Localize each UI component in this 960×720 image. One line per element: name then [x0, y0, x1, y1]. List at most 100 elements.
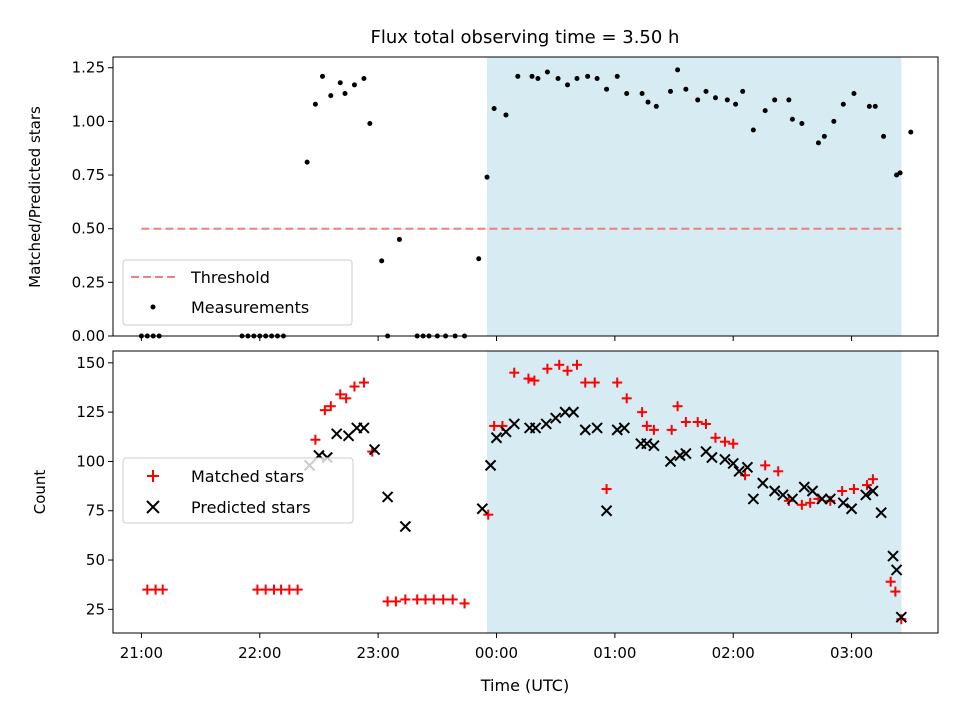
predicted-star-point — [490, 432, 503, 444]
measurement-point — [594, 75, 600, 81]
matched-star-point — [358, 377, 369, 388]
predicted-star-point — [895, 611, 908, 623]
measurement-point — [574, 75, 580, 81]
ratio-legend-box — [122, 259, 353, 326]
count-y-tick-label: 75 — [86, 502, 105, 520]
matched-star-point — [621, 393, 632, 404]
matched-star-point — [571, 359, 582, 370]
measurement-point — [750, 127, 756, 133]
ratio-y-tick-label: 1.25 — [72, 59, 105, 77]
legend-predicted-swatch — [146, 500, 160, 514]
matched-star-point — [710, 432, 721, 443]
measurement-point — [555, 75, 561, 81]
x-tick-label: 00:00 — [475, 644, 518, 662]
measurement-point — [476, 256, 482, 262]
matched-star-point — [509, 367, 520, 378]
matched-star-point — [459, 598, 470, 609]
predicted-star-point — [508, 418, 520, 430]
predicted-star-point — [399, 520, 412, 533]
matched-star-point — [890, 586, 901, 597]
ratio-panel: 0.00 0.25 0.50 0.75 1.00 1.25 Matched/Predict… — [26, 56, 939, 345]
matched-star-point — [680, 416, 691, 427]
measurement-point — [772, 97, 778, 103]
matched-star-point — [400, 594, 411, 605]
measurement-point — [703, 88, 709, 94]
measurement-point — [683, 86, 689, 92]
predicted-star-point — [719, 453, 731, 466]
measurement-point — [667, 88, 673, 94]
measurement-point — [503, 112, 509, 118]
predicted-star-point — [559, 406, 571, 418]
predicted-star-point — [875, 506, 887, 519]
measurement-point — [544, 69, 550, 75]
measurement-point — [604, 86, 610, 92]
measurement-point — [624, 90, 630, 96]
predicted-star-point — [664, 455, 677, 468]
matched-star-point — [867, 474, 878, 485]
predicted-star-point — [733, 465, 745, 478]
measurement-point — [367, 121, 373, 127]
matched-star-point — [760, 460, 771, 471]
matched-star-point — [310, 434, 321, 445]
matched-star-point — [728, 438, 739, 449]
matched-star-point — [341, 393, 352, 404]
count-legend-box — [122, 457, 354, 524]
measurement-point — [515, 73, 521, 79]
x-tick-label: 02:00 — [712, 644, 755, 662]
predicted-star-point — [549, 412, 562, 424]
predicted-star-point — [798, 481, 810, 493]
measurement-point — [881, 133, 887, 139]
legend-threshold-label: Threshold — [190, 268, 270, 287]
x-tick-label: 21:00 — [120, 644, 163, 662]
measurement-point — [304, 159, 310, 165]
measurement-point — [337, 80, 343, 86]
matched-star-point — [885, 576, 896, 587]
measurement-point — [535, 75, 541, 81]
predicted-star-point — [845, 503, 858, 515]
matched-star-point — [796, 499, 807, 510]
predicted-star-point — [591, 422, 603, 434]
ratio-y-tick-label: 0.75 — [72, 166, 105, 184]
count-y-tick-label: 125 — [76, 403, 105, 421]
measurement-point — [351, 82, 357, 88]
count-panel: 25 50 75 100 125 150 21:00 22:00 23:00 00:00 01:0… — [31, 350, 939, 662]
legend-measurements-swatch — [150, 304, 156, 310]
predicted-star-point — [757, 477, 769, 489]
measurement-point — [908, 129, 914, 135]
predicted-star-point — [786, 493, 799, 505]
predicted-star-point — [358, 422, 370, 434]
predicted-star-point — [777, 489, 789, 501]
predicted-star-point — [529, 422, 542, 434]
matched-star-point — [554, 359, 565, 370]
matched-star-point — [428, 594, 439, 605]
matched-star-point — [390, 596, 401, 607]
matched-star-point — [335, 389, 346, 400]
matched-star-point — [773, 466, 784, 477]
ratio-y-tick-label: 0.00 — [72, 327, 105, 345]
predicted-star-point — [727, 457, 739, 470]
legend-predicted-label: Predicted stars — [191, 498, 311, 517]
predicted-star-point — [806, 485, 819, 497]
measurement-point — [815, 140, 821, 146]
measurement-point — [712, 95, 718, 101]
measurement-point — [675, 67, 681, 73]
matched-star-point — [601, 484, 612, 495]
ratio-y-tick-label: 1.00 — [72, 112, 105, 130]
ratio-shaded-span — [487, 57, 902, 336]
matched-star-point — [648, 424, 659, 435]
predicted-star-point — [540, 418, 552, 430]
count-axes-frame — [112, 350, 939, 634]
matched-star-point — [580, 377, 591, 388]
predicted-star-point — [618, 422, 631, 434]
measurement-point — [831, 118, 837, 124]
matched-star-point — [349, 381, 360, 392]
measurement-point — [342, 90, 348, 96]
measurement-point — [840, 101, 846, 107]
matched-star-point — [692, 416, 703, 427]
measurement-point — [762, 108, 768, 114]
measurement-point — [614, 73, 620, 79]
predicted-star-point — [476, 503, 489, 515]
ratio-x-ticks — [140, 336, 853, 341]
measurement-point — [724, 97, 730, 103]
matched-star-point — [701, 418, 712, 429]
